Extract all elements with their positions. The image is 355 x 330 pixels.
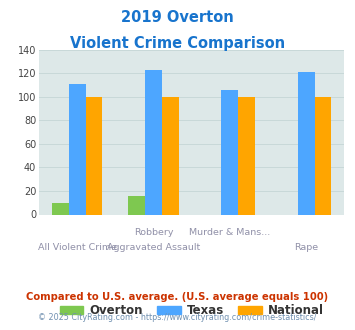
Text: Rape: Rape <box>294 243 318 251</box>
Text: 2019 Overton: 2019 Overton <box>121 10 234 25</box>
Text: Compared to U.S. average. (U.S. average equals 100): Compared to U.S. average. (U.S. average … <box>26 292 329 302</box>
Text: Violent Crime Comparison: Violent Crime Comparison <box>70 36 285 51</box>
Text: Robbery: Robbery <box>134 228 173 237</box>
Bar <box>145 70 162 214</box>
Bar <box>52 203 69 214</box>
Bar <box>298 72 315 215</box>
Bar <box>315 97 331 214</box>
Text: All Violent Crime: All Violent Crime <box>38 243 117 251</box>
Bar <box>162 97 179 214</box>
Bar <box>238 97 255 214</box>
Text: © 2025 CityRating.com - https://www.cityrating.com/crime-statistics/: © 2025 CityRating.com - https://www.city… <box>38 314 317 322</box>
Bar <box>222 89 238 214</box>
Text: Murder & Mans...: Murder & Mans... <box>189 228 271 237</box>
Text: Aggravated Assault: Aggravated Assault <box>107 243 200 251</box>
Legend: Overton, Texas, National: Overton, Texas, National <box>55 300 328 322</box>
Bar <box>69 84 86 214</box>
Bar <box>86 97 102 214</box>
Bar <box>129 196 145 214</box>
